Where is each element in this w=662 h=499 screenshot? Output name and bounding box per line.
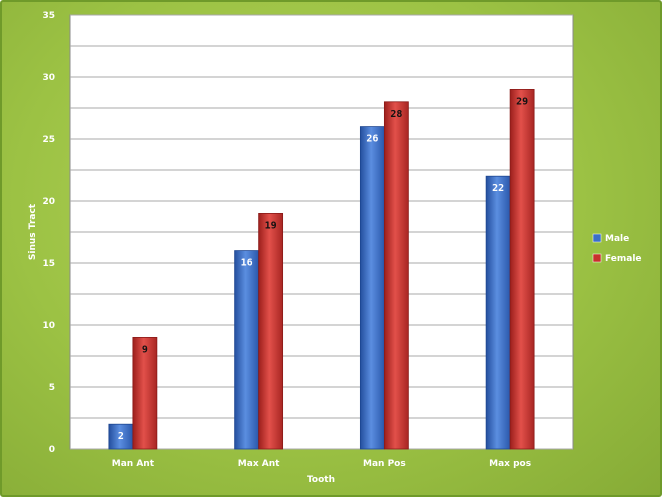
y-tick-label: 15 [42, 259, 55, 269]
y-tick-label: 25 [42, 135, 55, 145]
y-tick-label: 30 [42, 73, 55, 83]
x-tick-label: Man Pos [363, 459, 406, 469]
bar-female [383, 101, 409, 450]
data-label: 28 [390, 109, 402, 120]
y-tick-label: 20 [42, 197, 55, 207]
bar-male [359, 126, 385, 450]
x-axis-title: Tooth [307, 475, 335, 485]
bars [108, 89, 535, 450]
x-tick-label: Man Ant [112, 459, 155, 469]
legend-swatch-male [592, 233, 602, 243]
bar-female [258, 212, 284, 450]
data-label: 16 [241, 258, 253, 269]
data-label: 26 [366, 134, 378, 145]
y-tick-label: 10 [42, 321, 55, 331]
x-tick-label: Max Ant [238, 459, 280, 469]
data-label: 9 [142, 344, 148, 355]
legend-label-male: Male [605, 234, 629, 244]
y-tick-label: 35 [42, 11, 55, 21]
data-label: 22 [492, 183, 504, 194]
bar-female [132, 336, 158, 450]
data-label: 29 [516, 96, 528, 107]
bar-male [234, 250, 260, 450]
legend: Male Female [592, 233, 642, 264]
y-axis-title: Sinus Tract [28, 203, 38, 260]
y-tick-label: 0 [49, 445, 55, 455]
y-tick-label: 5 [49, 383, 55, 393]
bar-female [509, 89, 535, 450]
x-tick-label: Max pos [489, 459, 531, 469]
legend-label-female: Female [605, 254, 642, 264]
data-label: 2 [118, 431, 124, 442]
bar-male [485, 175, 511, 450]
legend-swatch-female [592, 253, 602, 263]
data-label: 19 [265, 220, 277, 231]
